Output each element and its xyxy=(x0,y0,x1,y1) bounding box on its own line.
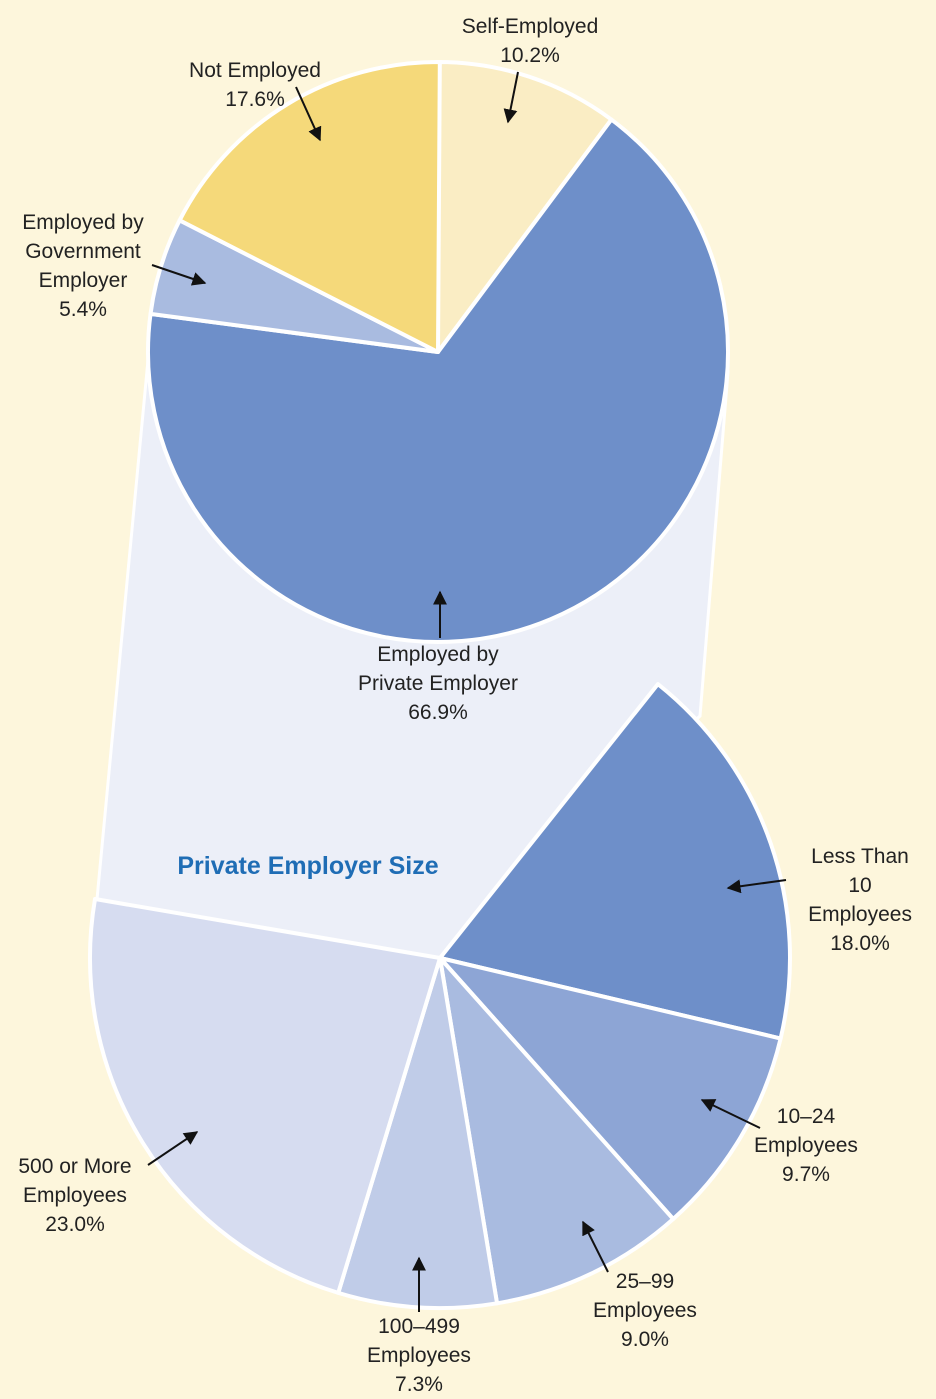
pie-slice xyxy=(438,682,792,1041)
slice-label: 10–24 Employees 9.7% xyxy=(754,1102,858,1189)
pie-slice xyxy=(438,956,783,1221)
category-label: Employed by Private Employer xyxy=(358,643,518,695)
pie-slice xyxy=(177,60,442,354)
slice-label: 25–99 Employees 9.0% xyxy=(593,1267,697,1354)
category-label: Less Than 10 Employees xyxy=(808,845,912,926)
pointer-arrow xyxy=(147,1131,199,1166)
arrows xyxy=(147,71,787,1312)
pie-slice xyxy=(436,60,614,354)
pointer-arrow xyxy=(700,1099,761,1129)
category-label: 100–499 Employees xyxy=(367,1315,471,1367)
category-label: 500 or More Employees xyxy=(18,1155,132,1207)
value-label: 5.4% xyxy=(59,298,107,321)
value-label: 17.6% xyxy=(225,88,285,111)
slice-label: Employed by Government Employer 5.4% xyxy=(22,208,143,324)
category-label: 25–99 Employees xyxy=(593,1270,697,1322)
category-label: Self-Employed xyxy=(461,15,599,38)
pointer-arrow xyxy=(295,86,322,142)
pie-slice xyxy=(146,117,730,644)
slice-label: Self-Employed 10.2% xyxy=(462,12,599,70)
value-label: 18.0% xyxy=(830,932,890,955)
category-label: 10–24 Employees xyxy=(754,1105,858,1157)
pie-slice xyxy=(88,897,442,1295)
value-label: 66.9% xyxy=(408,701,468,724)
value-label: 9.0% xyxy=(621,1328,669,1351)
pointer-arrow xyxy=(582,1220,609,1273)
pointer-arrow xyxy=(726,879,787,894)
slice-label: 100–499 Employees 7.3% xyxy=(367,1312,471,1399)
value-label: 9.7% xyxy=(782,1163,830,1186)
slice-label: Not Employed 17.6% xyxy=(189,56,321,114)
value-label: 23.0% xyxy=(45,1213,105,1236)
slice-label: 500 or More Employees 23.0% xyxy=(18,1152,131,1239)
marks xyxy=(88,60,792,1310)
slice-label: Employed by Private Employer 66.9% xyxy=(358,640,518,727)
category-label: Employed by Government Employer xyxy=(22,211,144,292)
pointer-arrow xyxy=(151,264,207,286)
chart-title: Private Employer Size xyxy=(177,852,439,880)
value-label: 10.2% xyxy=(500,44,560,67)
pie-slice xyxy=(336,956,500,1310)
value-label: 7.3% xyxy=(395,1373,443,1396)
slice-label: Less Than 10 Employees 18.0% xyxy=(808,842,912,958)
category-label: Not Employed xyxy=(189,59,321,82)
pie-slice xyxy=(438,956,676,1306)
pointer-arrow xyxy=(503,71,519,124)
